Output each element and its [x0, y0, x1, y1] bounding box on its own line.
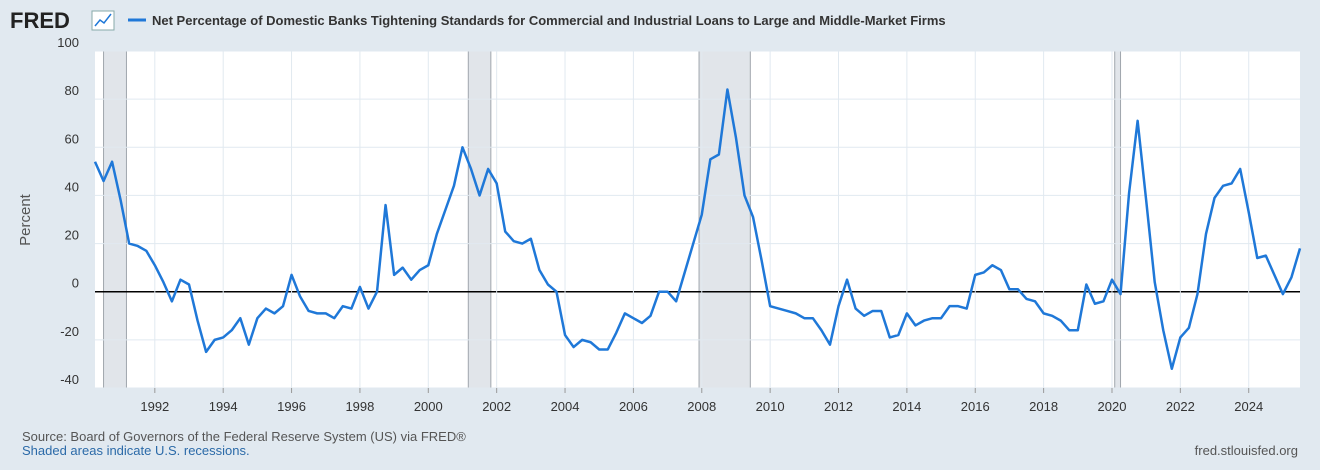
x-tick-label: 1992 — [140, 399, 169, 414]
x-tick-label: 2018 — [1029, 399, 1058, 414]
x-tick-label: 2016 — [961, 399, 990, 414]
y-tick-label: 100 — [57, 35, 79, 50]
y-tick-label: 60 — [65, 131, 79, 146]
recession-shade — [468, 51, 491, 388]
x-tick-label: 2012 — [824, 399, 853, 414]
x-tick-label: 1998 — [345, 399, 374, 414]
logo: FRED — [10, 8, 70, 33]
x-tick-label: 2022 — [1166, 399, 1195, 414]
y-tick-label: -40 — [60, 372, 79, 387]
recession-shade — [1114, 51, 1121, 388]
plot-area — [95, 51, 1300, 388]
x-tick-label: 2006 — [619, 399, 648, 414]
y-tick-label: 40 — [65, 179, 79, 194]
plot — [93, 50, 1302, 389]
y-tick-label: 20 — [65, 228, 79, 243]
x-tick-label: 2008 — [687, 399, 716, 414]
x-tick-label: 2000 — [414, 399, 443, 414]
site: fred.stlouisfed.org — [1195, 443, 1298, 458]
y-tick-label: -20 — [60, 324, 79, 339]
x-tick-label: 2010 — [756, 399, 785, 414]
x-tick-label: 2014 — [892, 399, 921, 414]
y-tick-label: 0 — [72, 276, 79, 291]
y-tick-label: 80 — [65, 83, 79, 98]
legend-label: Net Percentage of Domestic Banks Tighten… — [152, 13, 946, 28]
recession-shade — [103, 51, 127, 388]
x-tick-label: 1996 — [277, 399, 306, 414]
x-tick-label: 1994 — [209, 399, 238, 414]
y-axis-label: Percent — [17, 193, 34, 246]
x-tick-label: 2020 — [1098, 399, 1127, 414]
recession-note: Shaded areas indicate U.S. recessions. — [22, 443, 250, 458]
data-line — [93, 88, 1302, 370]
logo-icon — [91, 10, 115, 31]
x-tick-label: 2004 — [551, 399, 580, 414]
x-tick-label: 2024 — [1234, 399, 1263, 414]
source: Source: Board of Governors of the Federa… — [22, 429, 466, 444]
x-tick-label: 2002 — [482, 399, 511, 414]
